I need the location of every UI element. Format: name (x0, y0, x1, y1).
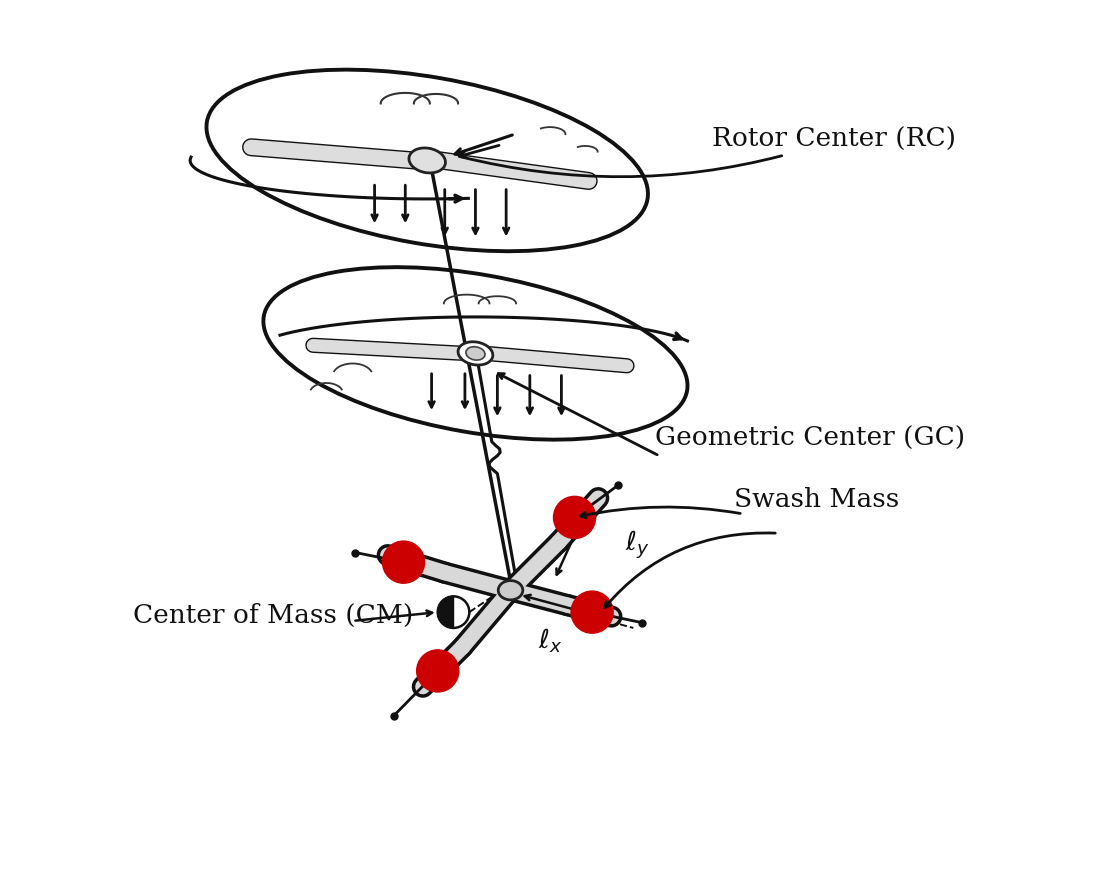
Ellipse shape (466, 347, 485, 360)
Polygon shape (438, 596, 453, 628)
Text: Swash Mass: Swash Mass (734, 486, 900, 512)
Circle shape (383, 541, 425, 584)
Circle shape (571, 591, 613, 634)
Ellipse shape (409, 148, 446, 173)
Text: Center of Mass (CM): Center of Mass (CM) (133, 602, 414, 627)
Text: $\ell_x$: $\ell_x$ (538, 627, 562, 656)
Text: $\ell_y$: $\ell_y$ (626, 529, 650, 561)
Text: Rotor Center (RC): Rotor Center (RC) (461, 127, 956, 176)
Circle shape (417, 650, 459, 692)
Circle shape (553, 496, 595, 538)
Text: Geometric Center (GC): Geometric Center (GC) (656, 426, 966, 451)
Ellipse shape (458, 342, 493, 365)
Ellipse shape (498, 581, 522, 600)
